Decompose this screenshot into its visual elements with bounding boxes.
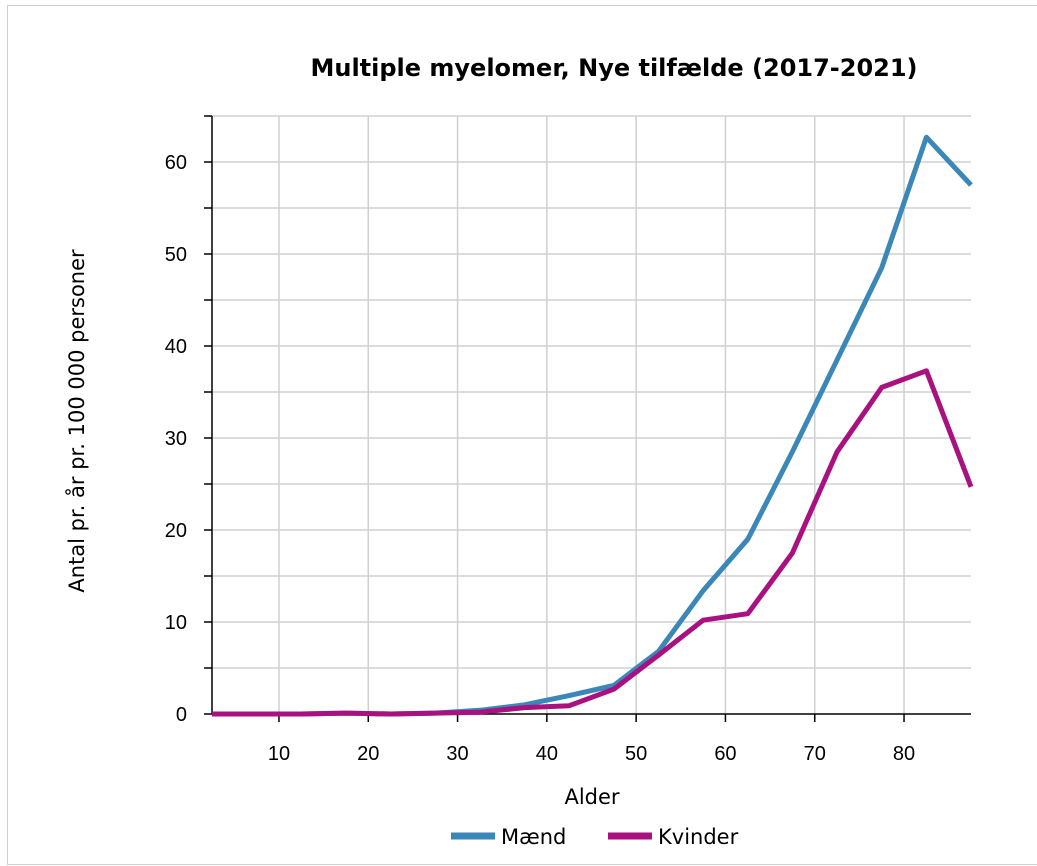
x-tick-label: 50	[625, 743, 647, 765]
series-line-kvinder	[212, 368, 974, 717]
y-tick-label: 40	[165, 336, 187, 358]
chart-svg: 0 10 20 30 40 50 60 10 20 30 40 50 60 70 80 Multiple m…	[64, 54, 974, 849]
legend-label-maend: Mænd	[501, 825, 566, 849]
y-tick-label: 60	[165, 152, 187, 174]
chart-title: Multiple myelomer, Nye tilfælde (2017-20…	[310, 54, 917, 82]
chart-frame: 0 10 20 30 40 50 60 10 20 30 40 50 60 70 80 Multiple m…	[7, 5, 1037, 865]
y-tick-label: 50	[165, 244, 187, 266]
x-tick-label: 40	[536, 743, 558, 765]
y-tick-label: 20	[165, 520, 187, 542]
y-tick-label: 30	[165, 428, 187, 450]
axes: 0 10 20 30 40 50 60 10 20 30 40 50 60 70 80	[165, 115, 971, 765]
y-tick-label: 10	[165, 612, 187, 634]
series-layer	[212, 134, 974, 717]
x-tick-label: 80	[893, 743, 915, 765]
legend-label-kvinder: Kvinder	[658, 825, 739, 849]
y-axis-title: Antal pr. år pr. 100 000 personer	[64, 249, 89, 593]
x-tick-label: 30	[446, 743, 468, 765]
x-tick-label: 20	[357, 743, 379, 765]
x-tick-label: 60	[714, 743, 736, 765]
legend: Mænd Kvinder	[451, 825, 739, 849]
x-tick-label: 70	[804, 743, 826, 765]
x-tick-label: 10	[268, 743, 290, 765]
y-tick-label: 0	[176, 704, 187, 726]
grid	[212, 115, 971, 714]
x-axis-title: Alder	[564, 785, 619, 809]
